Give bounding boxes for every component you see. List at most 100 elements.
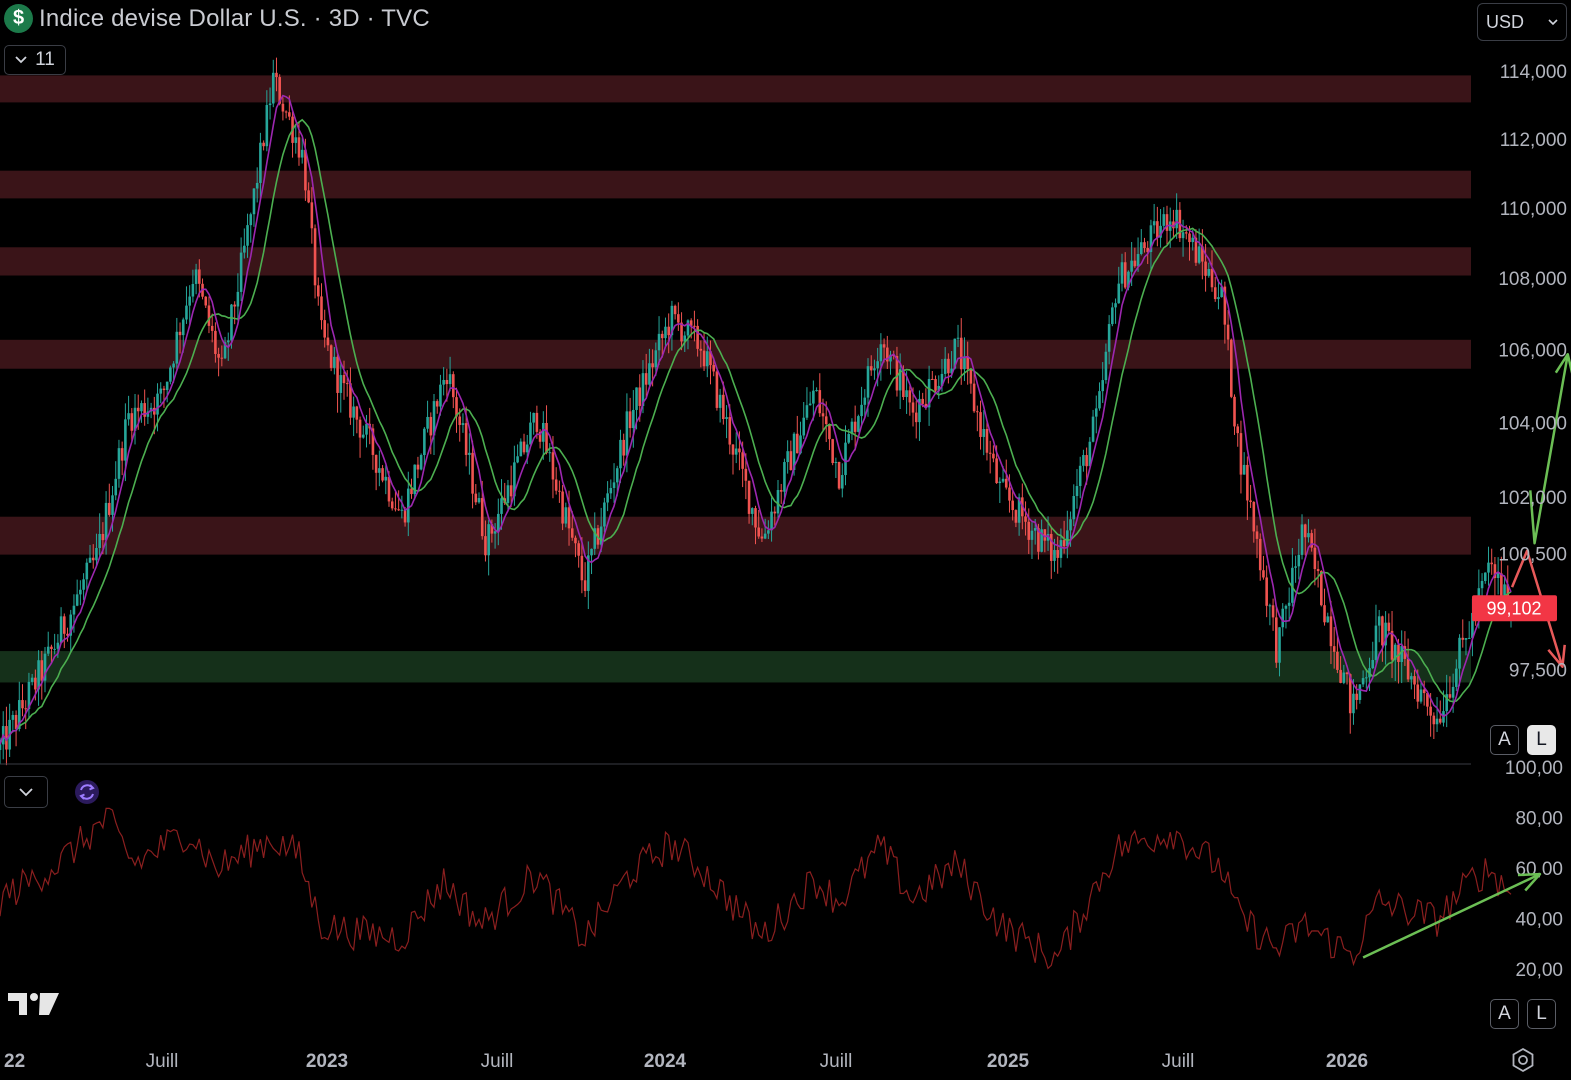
candle: [146, 397, 150, 424]
settings-icon[interactable]: [1510, 1047, 1536, 1073]
candle: [435, 399, 439, 414]
tradingview-logo-icon[interactable]: [8, 990, 60, 1018]
candle: [394, 490, 397, 512]
candle: [98, 513, 101, 559]
rsi-auto-scale-button[interactable]: A: [1490, 999, 1519, 1029]
candle: [1139, 229, 1143, 256]
candle: [599, 507, 603, 553]
candle: [474, 484, 478, 506]
candle: [979, 400, 982, 450]
candle: [1123, 252, 1127, 290]
candle: [1342, 664, 1346, 685]
candle: [677, 302, 680, 331]
sync-icon[interactable]: [74, 779, 100, 805]
chevron-down-icon: [19, 787, 33, 796]
candle: [1336, 634, 1339, 674]
candle: [1493, 556, 1497, 598]
candle: [88, 544, 92, 563]
candle: [37, 650, 40, 706]
candle: [159, 382, 163, 404]
price-auto-scale-button[interactable]: A: [1490, 725, 1519, 755]
candle: [271, 59, 275, 108]
candle: [818, 373, 822, 417]
candle: [95, 533, 98, 567]
candle: [262, 140, 265, 151]
candle: [558, 480, 561, 503]
candle: [66, 627, 69, 642]
candle: [1400, 630, 1403, 684]
symbol-title[interactable]: Indice devise Dollar U.S. · 3D · TVC: [39, 4, 430, 32]
time-scale[interactable]: 22 Juill 2023 Juill 2024 Juill 2025 Juill 2026: [4, 1051, 1368, 1072]
candle: [143, 389, 146, 426]
indicator-count: 11: [35, 49, 55, 70]
candle: [130, 408, 134, 442]
rsi-pane-collapse-button[interactable]: [4, 776, 48, 808]
candle: [1371, 641, 1375, 670]
candle: [886, 335, 889, 369]
rsi-log-scale-button[interactable]: L: [1527, 999, 1556, 1029]
candle: [1030, 522, 1034, 559]
rsi-line: [0, 807, 1512, 970]
candle: [770, 497, 773, 542]
chart-header: $ Indice devise Dollar U.S. · 3D · TVC: [4, 4, 430, 33]
candle: [1117, 266, 1121, 304]
bearish-arrow: [1510, 549, 1566, 668]
candle: [879, 333, 883, 381]
candle: [1352, 679, 1355, 725]
price-log-scale-button[interactable]: L: [1527, 725, 1556, 755]
candle: [461, 413, 465, 433]
candle: [1011, 491, 1014, 521]
candle: [815, 387, 818, 392]
chevron-down-icon: [15, 56, 27, 64]
candle: [1320, 570, 1323, 607]
candle: [291, 111, 294, 158]
candle: [574, 535, 577, 558]
candle: [1194, 229, 1198, 266]
candle: [1043, 529, 1047, 553]
candle: [985, 419, 989, 461]
candle: [413, 464, 417, 500]
candle: [931, 370, 934, 380]
price-tick-label: 110,000: [1500, 199, 1567, 220]
candle: [1143, 237, 1146, 253]
candle: [339, 363, 343, 413]
rsi-bullish-arrow: [1362, 872, 1542, 959]
candle: [1220, 279, 1223, 298]
candle: [1149, 219, 1153, 271]
candle: [1175, 193, 1178, 239]
candle: [619, 429, 622, 483]
candle: [423, 427, 426, 466]
indicators-toggle-button[interactable]: 11: [4, 45, 66, 75]
candle: [313, 224, 317, 299]
candle: [789, 440, 793, 471]
candle: [824, 401, 828, 443]
candle: [300, 138, 304, 164]
candle: [1082, 449, 1085, 472]
candle: [374, 454, 378, 491]
candle: [345, 370, 349, 397]
currency-label: USD: [1486, 11, 1525, 32]
candle: [1156, 206, 1159, 247]
candle: [349, 367, 352, 425]
candle: [390, 497, 394, 511]
candle: [50, 644, 53, 664]
candle: [857, 414, 860, 433]
currency-select[interactable]: USD: [1477, 3, 1567, 41]
candle: [194, 263, 198, 295]
candle: [43, 647, 47, 693]
candle: [1024, 501, 1027, 536]
price-scale[interactable]: 114,000 112,000 110,000 108,000 106,000 104,0…: [1498, 62, 1567, 682]
candle: [352, 396, 355, 437]
rsi-scale[interactable]: 100,00 80,00 60,00 40,00 20,00: [1505, 758, 1563, 981]
price-tick-label: 108,000: [1498, 269, 1567, 290]
candle: [307, 182, 310, 204]
dollar-icon[interactable]: $: [4, 4, 33, 33]
candle: [40, 650, 44, 700]
candle: [1435, 697, 1439, 733]
support-zone-6: [0, 651, 1471, 683]
candle: [696, 319, 699, 357]
candle: [1233, 394, 1236, 435]
candle: [1377, 609, 1381, 643]
candle: [834, 457, 838, 479]
